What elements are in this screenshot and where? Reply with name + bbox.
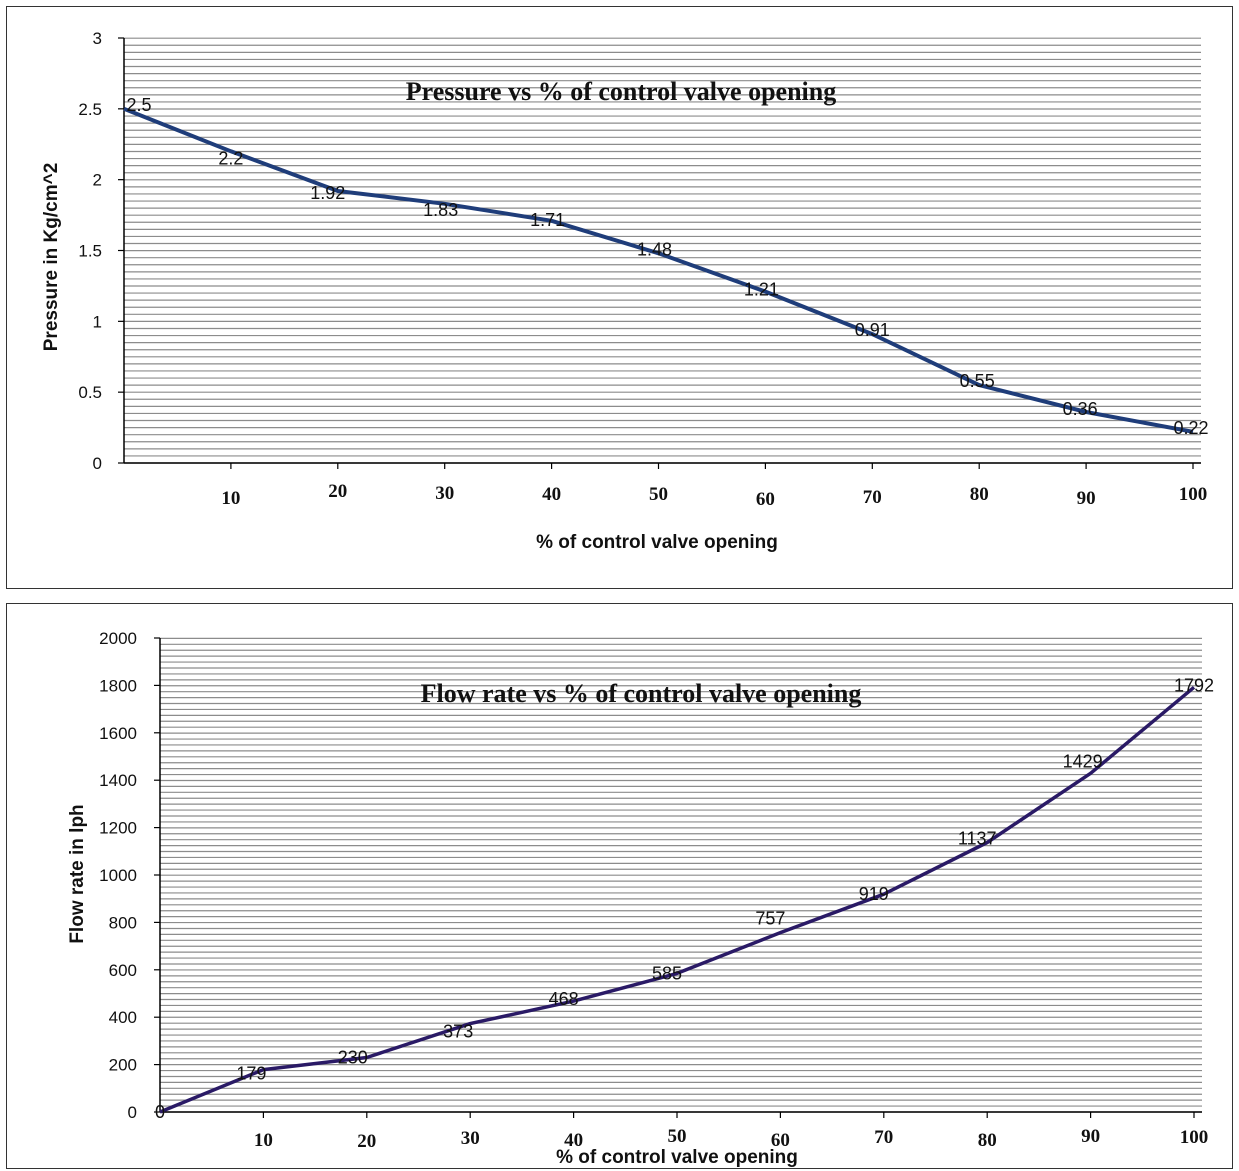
x-tick-label: 10 [254, 1130, 273, 1151]
pressure-gridlines [124, 37, 1201, 464]
x-tick-label: 100 [1180, 1127, 1209, 1148]
y-tick-label: 1800 [99, 676, 137, 695]
y-tick-label: 1200 [99, 819, 137, 838]
pressure-x-axis-label: % of control valve opening [536, 532, 778, 553]
y-tick-label: 600 [109, 961, 137, 980]
data-label: 757 [755, 909, 785, 929]
y-tick-label: 2000 [99, 629, 137, 648]
data-label: 179 [236, 1064, 266, 1084]
y-tick-label: 0 [93, 454, 102, 473]
data-label: 919 [859, 884, 889, 904]
y-tick-label: 200 [109, 1056, 137, 1075]
y-tick-label: 800 [109, 913, 137, 932]
data-label: 1.92 [310, 183, 345, 203]
y-tick-label: 1400 [99, 771, 137, 790]
y-tick-label: 1600 [99, 724, 137, 743]
data-label: 0.36 [1063, 399, 1098, 419]
x-tick-label: 80 [970, 484, 989, 505]
y-tick-label: 3 [93, 29, 102, 48]
data-label: 0.91 [855, 320, 890, 340]
flow-series-line [159, 685, 1196, 1114]
pressure-chart: 0 0.5 1 1.5 2 2.5 3 10 20 30 40 50 60 70 80 90 100 Pressu… [41, 29, 1209, 553]
x-tick-label: 40 [564, 1130, 583, 1151]
data-label: 1429 [1063, 751, 1103, 771]
data-label: 0 [155, 1102, 165, 1122]
data-label: 1.48 [637, 239, 672, 259]
y-tick-label: 1.5 [78, 242, 102, 261]
pressure-series-line [123, 106, 1194, 434]
x-tick-label: 80 [978, 1130, 997, 1151]
x-tick-label: 70 [874, 1127, 893, 1148]
flow-gridlines [160, 637, 1202, 1113]
x-tick-label: 20 [357, 1131, 376, 1152]
x-tick-label: 30 [461, 1128, 480, 1149]
y-tick-label: 400 [109, 1008, 137, 1027]
data-label: 2.5 [126, 95, 151, 115]
y-tick-label: 1 [93, 312, 102, 331]
x-tick-label: 100 [1179, 484, 1208, 505]
x-tick-label: 50 [649, 484, 668, 505]
flow-chart-title: Flow rate vs % of control valve opening [421, 679, 862, 708]
x-tick-label: 90 [1081, 1126, 1100, 1147]
pressure-chart-panel: 0 0.5 1 1.5 2 2.5 3 10 20 30 40 50 60 70 80 90 100 Pressu… [6, 6, 1233, 589]
x-tick-label: 40 [542, 484, 561, 505]
x-tick-label: 70 [863, 487, 882, 508]
data-label: 585 [652, 963, 682, 983]
y-tick-label: 0.5 [78, 383, 102, 402]
data-label: 1137 [958, 829, 997, 849]
y-tick-label: 1000 [99, 866, 137, 885]
flow-y-axis-label: Flow rate in lph [67, 804, 88, 943]
data-label: 1.83 [423, 200, 458, 220]
y-tick-label: 2 [93, 171, 102, 190]
flow-rate-chart-panel: 0 200 400 600 800 1000 1200 1400 1600 1800 2000 10 2… [6, 603, 1233, 1169]
y-tick-label: 0 [128, 1103, 137, 1122]
data-label: 2.2 [218, 148, 243, 168]
x-tick-label: 50 [668, 1126, 687, 1147]
data-label: 1792 [1174, 675, 1214, 695]
flow-x-axis-label: % of control valve opening [556, 1147, 798, 1168]
data-label: 373 [443, 1022, 473, 1042]
data-label: 1.71 [530, 210, 565, 230]
pressure-y-axis-label: Pressure in Kg/cm^2 [41, 163, 62, 352]
data-label: 1.21 [744, 280, 779, 300]
x-tick-label: 20 [328, 481, 347, 502]
x-tick-label: 10 [221, 488, 240, 509]
data-label: 468 [549, 989, 579, 1009]
data-label: 0.55 [960, 371, 995, 391]
pressure-chart-title: Pressure vs % of control valve opening [406, 77, 836, 106]
x-tick-label: 60 [771, 1130, 790, 1151]
x-tick-label: 60 [756, 489, 775, 510]
x-tick-label: 30 [435, 483, 454, 504]
data-label: 0.22 [1173, 418, 1208, 438]
y-tick-label: 2.5 [78, 100, 102, 119]
x-tick-label: 90 [1077, 488, 1096, 509]
data-label: 230 [338, 1047, 368, 1067]
